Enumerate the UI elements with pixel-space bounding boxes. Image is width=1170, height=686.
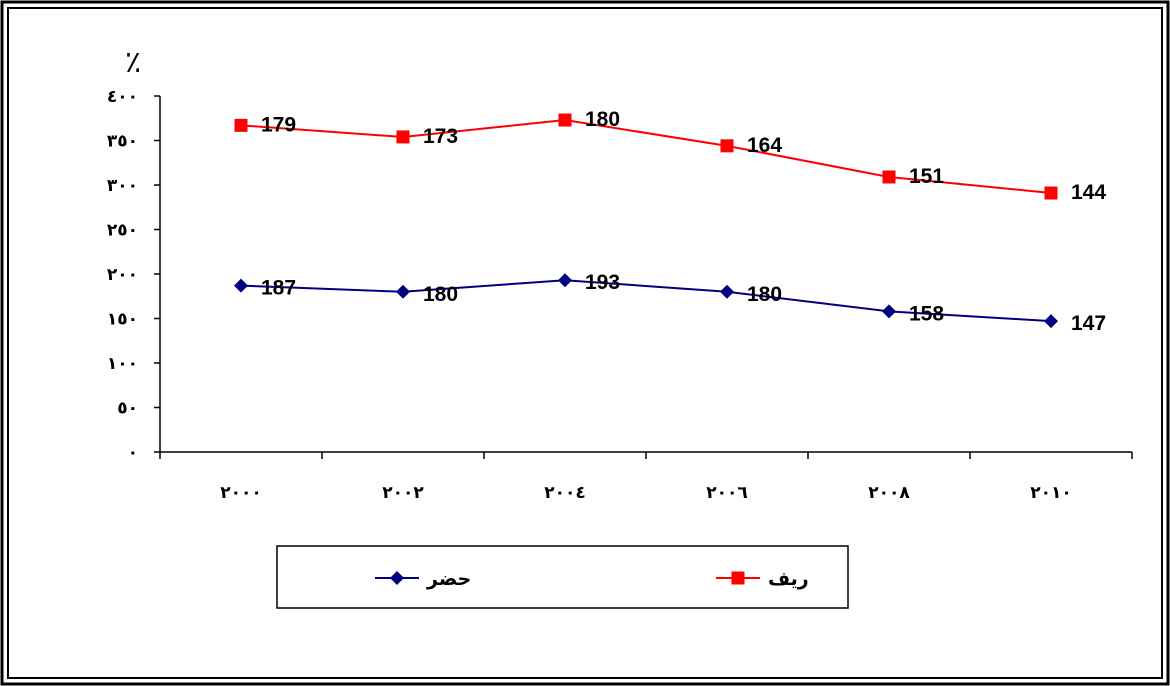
data-label: 193 xyxy=(585,271,620,294)
series-line-urban xyxy=(240,279,1052,323)
x-tick-label: ٢٠٠٠ xyxy=(220,483,262,502)
legend-marker-square xyxy=(731,571,745,585)
y-tick-label: ٠ xyxy=(128,443,138,462)
data-point-square xyxy=(882,170,896,184)
data-label: 151 xyxy=(909,165,944,188)
data-point-diamond xyxy=(720,284,734,299)
data-label: 173 xyxy=(423,125,458,148)
x-ticks: ٢٠٠٠ ٢٠٠٢ ٢٠٠٤ ٢٠٠٦ ٢٠٠٨ ٢٠١٠ xyxy=(159,452,1133,502)
legend-box xyxy=(276,545,849,609)
y-tick-label: ٥٠ xyxy=(117,399,138,418)
x-tick-label: ٢٠٠٤ xyxy=(544,483,586,502)
y-unit-label: ٪ xyxy=(125,46,141,79)
y-tick-label: ٢٥٠ xyxy=(107,221,138,240)
data-point-diamond xyxy=(234,278,248,293)
x-tick-label: ٢٠٠٨ xyxy=(868,483,910,502)
data-label: 187 xyxy=(261,277,296,300)
data-point-diamond xyxy=(882,304,896,319)
y-tick-label: ٣٠٠ xyxy=(107,176,138,195)
data-label: 180 xyxy=(747,283,782,306)
y-tick-label: ٢٠٠ xyxy=(107,265,138,284)
legend-label: ريف xyxy=(768,569,809,590)
data-point-square xyxy=(234,118,248,132)
inner-border xyxy=(7,7,1163,679)
x-tick-label: ٢٠١٠ xyxy=(1030,483,1072,502)
data-label: 179 xyxy=(261,113,296,136)
data-point-square xyxy=(720,139,734,153)
data-label: 147 xyxy=(1071,312,1106,335)
series-layer: 179 173 180 164 151 144 187 180 193 180 158 147 xyxy=(234,108,1106,335)
data-label: 180 xyxy=(423,283,458,306)
data-point-diamond xyxy=(558,273,572,288)
data-label: 164 xyxy=(747,134,782,157)
y-ticks: ٠ ٥٠ ١٠٠ ١٥٠ ٢٠٠ ٢٥٠ ٣٠٠ ٣٥٠ ٤٠٠ xyxy=(107,87,160,462)
legend-label: حضر xyxy=(426,569,471,590)
data-point-diamond xyxy=(396,284,410,299)
data-point-diamond xyxy=(1044,314,1058,329)
x-tick-label: ٢٠٠٦ xyxy=(706,483,748,502)
series-line-rural xyxy=(240,119,1052,195)
data-label: 180 xyxy=(585,108,620,131)
data-label: 144 xyxy=(1071,181,1106,204)
x-tick-label: ٢٠٠٢ xyxy=(382,483,424,502)
legend-marker-diamond xyxy=(390,571,404,585)
y-tick-label: ٣٥٠ xyxy=(107,132,138,151)
data-point-square xyxy=(1044,186,1058,200)
legend-items: ريف حضر xyxy=(375,569,809,590)
y-tick-label: ١٥٠ xyxy=(107,310,138,329)
data-point-square xyxy=(558,113,572,127)
y-tick-label: ١٠٠ xyxy=(107,354,138,373)
data-point-square xyxy=(396,130,410,144)
data-label: 158 xyxy=(909,302,944,325)
y-tick-label: ٤٠٠ xyxy=(107,87,138,106)
